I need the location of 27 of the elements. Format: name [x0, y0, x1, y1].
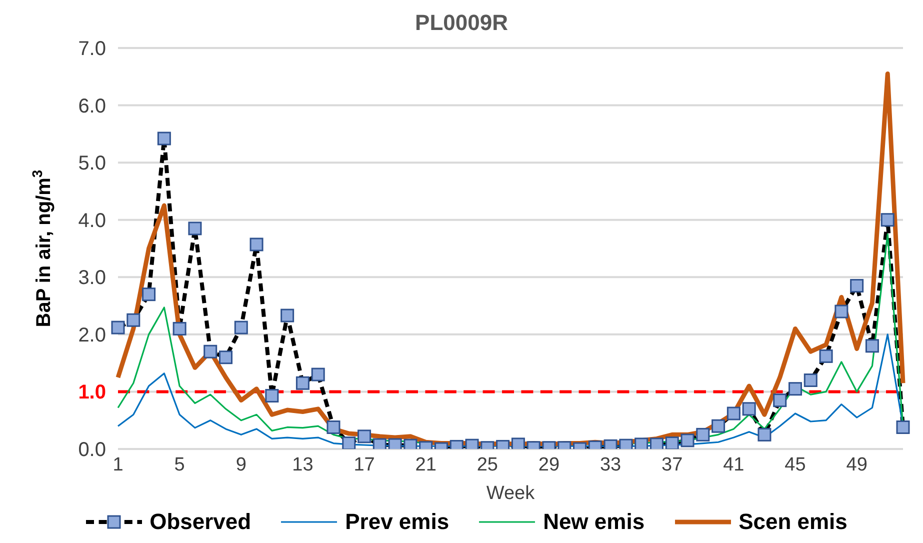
x-tick-label: 37	[662, 454, 683, 476]
x-tick-label: 1	[112, 454, 124, 476]
y-tick-label: 4.0	[78, 210, 106, 232]
x-tick-label: 9	[236, 454, 246, 476]
x-tick-label: 45	[784, 454, 806, 476]
y-tick-label: 6.0	[78, 95, 106, 118]
legend-label: Prev emis	[345, 509, 450, 535]
y-tick-label: 2.0	[78, 324, 106, 346]
x-axis-title: Week	[486, 483, 536, 504]
legend-label: New emis	[543, 509, 645, 535]
x-tick-label: 49	[846, 454, 868, 476]
y-tick-label: 5.0	[78, 152, 106, 175]
legend-label: Observed	[150, 509, 252, 535]
y-tick-label: 0.0	[78, 439, 106, 461]
x-tick-label: 21	[415, 454, 436, 476]
y-tick-label: 7.0	[78, 38, 106, 60]
y-tick-label: 1.0	[78, 382, 106, 404]
x-tick-label: 25	[476, 454, 498, 476]
y-tick-label: 3.0	[78, 267, 106, 290]
x-tick-label: 13	[292, 454, 314, 476]
chart-title: PL0009R	[414, 9, 509, 37]
x-tick-label: 41	[723, 454, 744, 476]
x-tick-label: 33	[600, 454, 622, 476]
x-tick-label: 5	[174, 454, 185, 476]
x-tick-label: 29	[538, 454, 560, 476]
x-tick-label: 17	[354, 454, 375, 476]
legend-label: Scen emis	[738, 509, 848, 535]
